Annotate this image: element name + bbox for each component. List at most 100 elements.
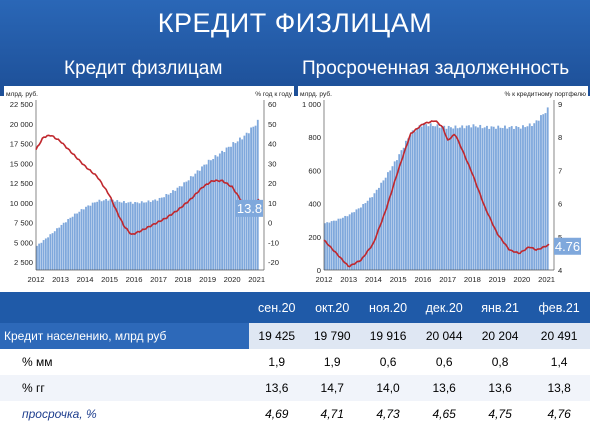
x-tick: 2021 [538, 275, 555, 284]
bar [227, 146, 230, 270]
table-cell: 14,7 [304, 375, 360, 401]
bar [528, 123, 531, 271]
table-cell: 20 491 [528, 323, 590, 349]
table-cell: 19 790 [304, 323, 360, 349]
x-tick: 2017 [439, 275, 456, 284]
bar [205, 164, 208, 270]
bar [425, 124, 428, 270]
bar [461, 125, 464, 270]
bar [154, 199, 157, 270]
bar [82, 209, 85, 270]
bar [145, 202, 148, 270]
bar [38, 243, 41, 270]
bar [454, 125, 457, 270]
bar [138, 203, 141, 270]
bar [420, 126, 423, 270]
y-tick-left: 10 000 [10, 199, 33, 208]
bar [230, 146, 232, 270]
bar [445, 128, 448, 270]
right-axis-unit: % к кредитному портфелю [504, 91, 586, 98]
bar [94, 202, 96, 270]
bar [78, 211, 81, 270]
month-header: ноя.20 [359, 292, 417, 323]
bar [53, 231, 56, 270]
table-cell: 4,65 [432, 407, 456, 421]
bar [125, 203, 128, 270]
bar [429, 123, 432, 270]
header-banner [0, 0, 590, 96]
bar [165, 194, 168, 270]
y-tick-left: 15 000 [10, 159, 33, 168]
table-cell: 1,9 [268, 355, 286, 369]
bar [216, 156, 219, 270]
bar [474, 126, 477, 270]
bar [183, 182, 186, 270]
bar [423, 123, 425, 270]
bar [152, 200, 154, 270]
bar [60, 224, 63, 270]
bar [373, 193, 376, 270]
bar [407, 138, 410, 270]
x-tick: 2013 [340, 275, 357, 284]
y-tick-right: 9 [558, 100, 562, 109]
bar [513, 128, 515, 270]
bar [486, 125, 488, 270]
bar [212, 158, 215, 270]
bar [501, 128, 504, 270]
bar [393, 161, 396, 270]
y-tick-left: 600 [308, 166, 321, 175]
bar [382, 180, 385, 270]
bar [123, 201, 125, 270]
bar [416, 128, 419, 270]
bar [58, 227, 61, 270]
bar [210, 160, 212, 270]
bar [339, 218, 342, 270]
page-title: КРЕДИТ ФИЗЛИЦАМ [157, 8, 433, 38]
bar [225, 147, 228, 270]
bar [546, 107, 549, 270]
bar [134, 202, 136, 270]
y-tick-left: 2 500 [14, 258, 33, 267]
bar [218, 153, 221, 270]
row-label: просрочка, % [22, 407, 97, 421]
bar [47, 237, 49, 270]
bar [351, 212, 353, 270]
bar [254, 125, 257, 270]
bar [355, 209, 358, 270]
bar [136, 202, 139, 270]
bar [49, 234, 52, 270]
bar [69, 217, 72, 270]
left-axis-unit: млрд. руб. [6, 90, 38, 98]
bar [468, 125, 470, 270]
bar [234, 143, 237, 270]
bar [456, 128, 459, 270]
bar [62, 222, 65, 270]
bar [160, 197, 163, 270]
bar [214, 155, 217, 270]
bar [169, 192, 172, 270]
bar [107, 200, 110, 270]
bar [252, 126, 255, 270]
bar [537, 120, 540, 270]
bar [335, 220, 338, 270]
bar [405, 140, 407, 270]
y-tick-right: 30 [268, 159, 276, 168]
row-label: Кредит населению, млрд руб [0, 323, 249, 349]
bar [508, 127, 511, 270]
bar [36, 245, 38, 270]
bar [187, 180, 190, 270]
bar [194, 173, 197, 270]
bar [221, 150, 223, 270]
bar [65, 222, 67, 270]
bar [87, 205, 90, 270]
bar [198, 170, 201, 270]
x-tick: 2019 [489, 275, 506, 284]
bar [167, 194, 170, 270]
y-tick-left: 800 [308, 133, 321, 142]
bar [375, 189, 378, 270]
bar [535, 120, 538, 270]
bar [357, 208, 360, 270]
bar [492, 126, 495, 270]
right-chart-heading: Просроченная задолженность [302, 58, 570, 79]
left-axis-unit: млрд. руб. [300, 90, 332, 98]
